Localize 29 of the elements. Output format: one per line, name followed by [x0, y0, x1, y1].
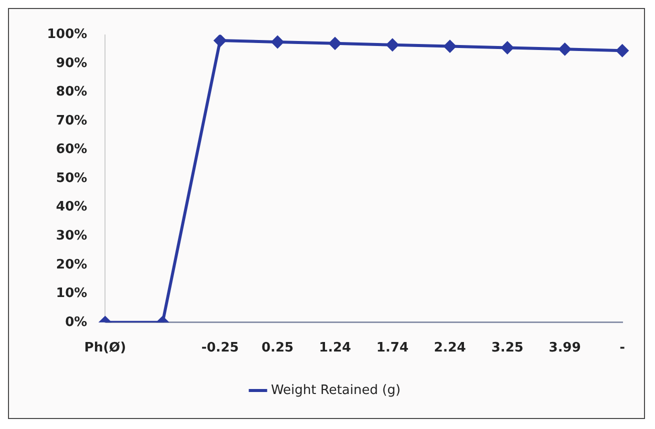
- point: [386, 38, 399, 52]
- x-tick-label: -: [620, 340, 626, 356]
- y-tick-label: 70%: [56, 113, 88, 128]
- x-tick-label: Ph(Ø): [84, 340, 126, 356]
- x-tick-label: 1.24: [318, 340, 352, 356]
- point: [500, 41, 514, 54]
- y-tick-label: 100%: [46, 27, 88, 42]
- y-tick-label: 0%: [65, 314, 88, 330]
- y-tick-label: 40%: [56, 200, 88, 215]
- y-tick-label: 50%: [56, 170, 88, 186]
- x-tick-label: 3.99: [548, 340, 581, 356]
- point: [328, 36, 342, 50]
- point: [616, 44, 629, 58]
- y-tick-label: 90%: [56, 56, 88, 71]
- point: [443, 40, 456, 53]
- x-tick-label: -0.25: [201, 340, 239, 356]
- x-tick-label: 1.74: [376, 340, 408, 356]
- y-tick-label: 30%: [56, 228, 88, 244]
- legend-label: Weight Retained (g): [270, 382, 401, 398]
- point: [271, 35, 284, 48]
- x-tick-label: 0.25: [262, 340, 294, 356]
- point: [558, 42, 572, 56]
- y-tick-label: 80%: [56, 84, 88, 100]
- y-tick-label: 10%: [56, 286, 88, 302]
- x-tick-label: 3.25: [491, 340, 524, 356]
- y-tick-label: 60%: [56, 142, 88, 158]
- y-tick-label: 20%: [56, 257, 88, 272]
- point: [214, 34, 227, 48]
- x-tick-label: 2.24: [434, 340, 466, 356]
